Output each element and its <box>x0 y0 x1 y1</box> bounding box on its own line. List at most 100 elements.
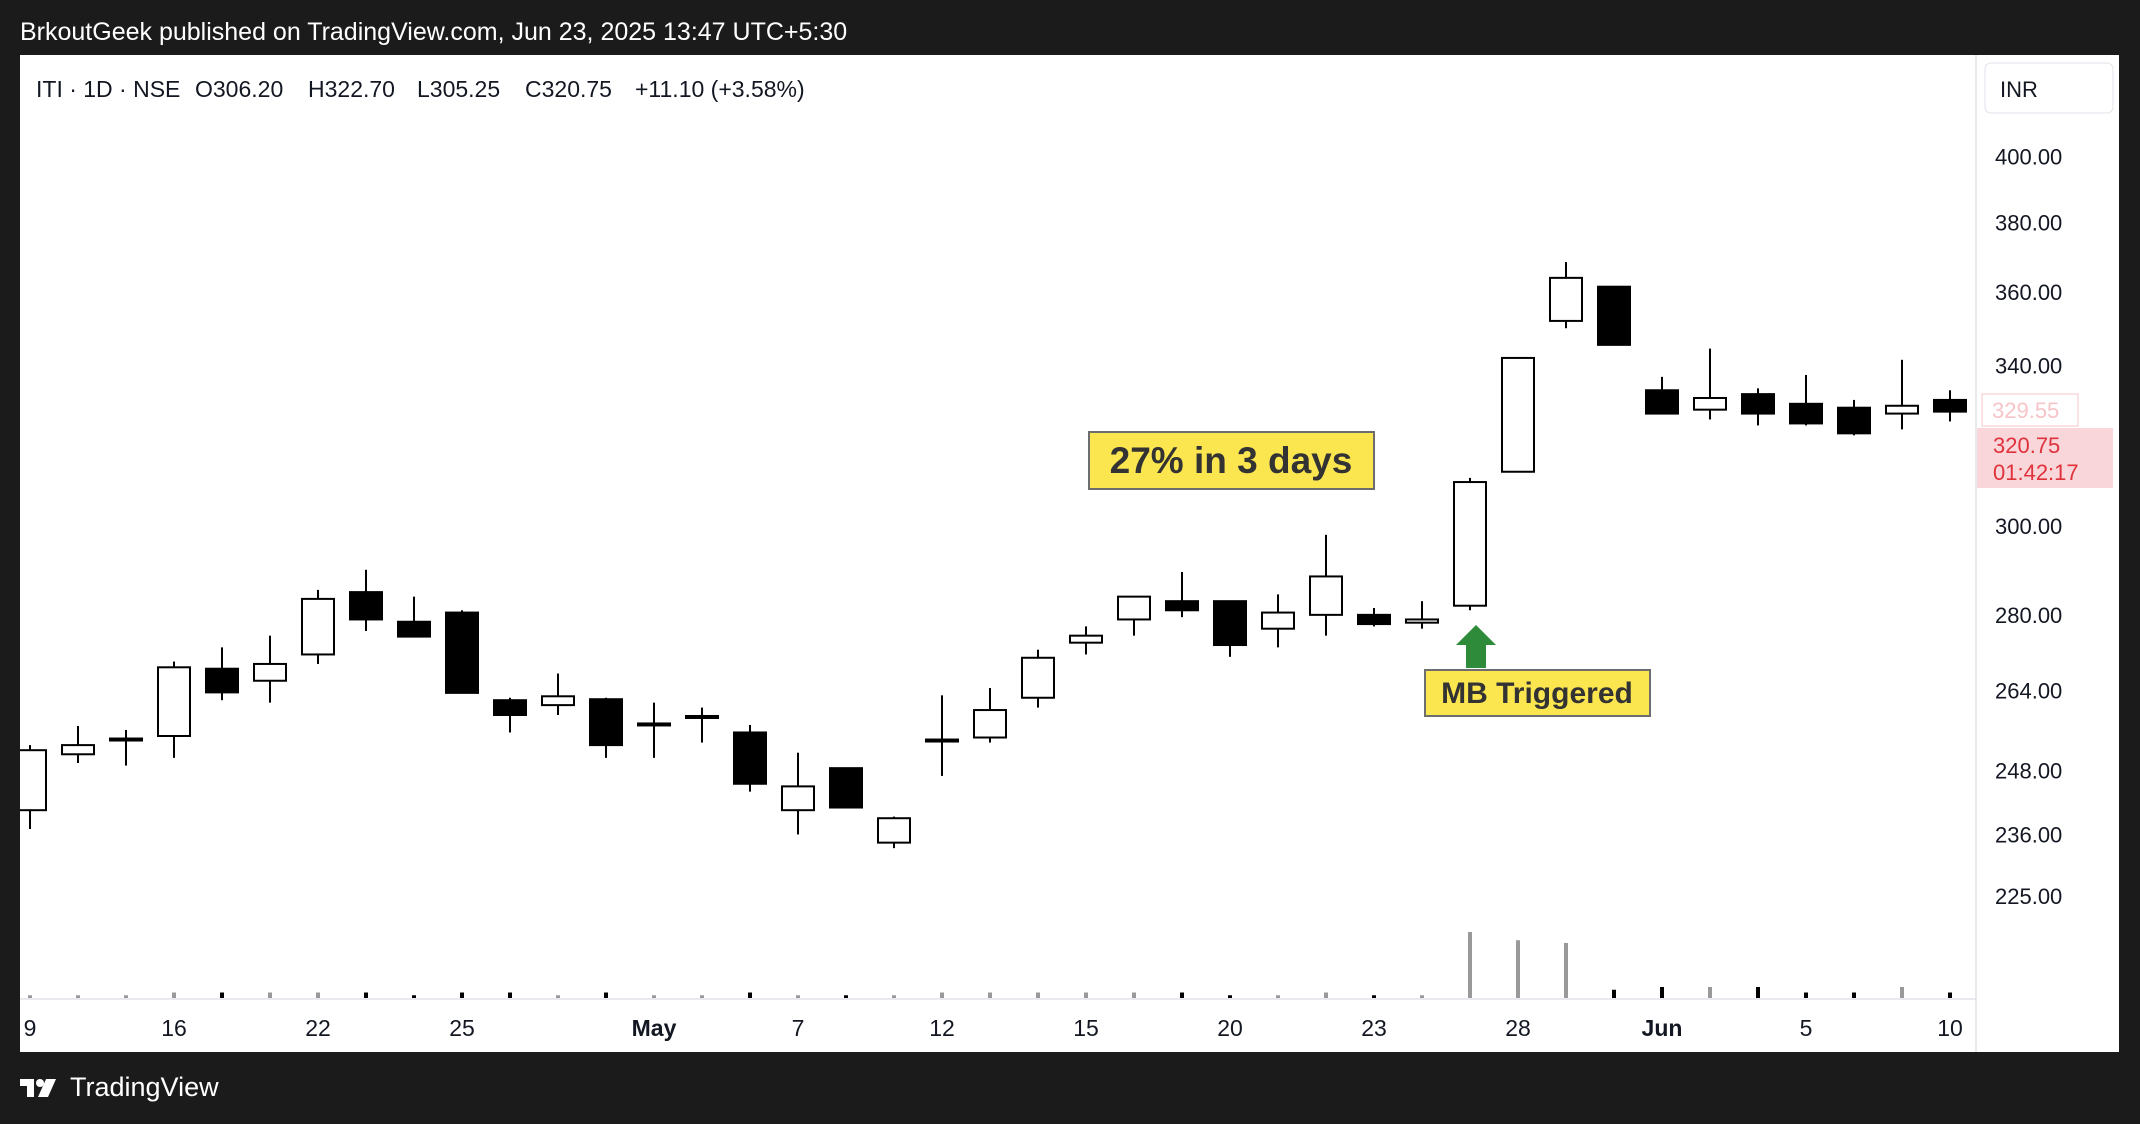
candle[interactable] <box>253 635 287 703</box>
volume-bar <box>1708 987 1712 998</box>
candle-body <box>13 749 47 812</box>
candle[interactable] <box>1837 399 1871 436</box>
legend-symbol: ITI · 1D · NSE <box>36 76 180 102</box>
volume-bar <box>1948 992 1952 998</box>
candle[interactable] <box>61 725 95 763</box>
legend-close: C320.75 <box>525 76 612 102</box>
candle-body <box>493 699 527 716</box>
candle[interactable] <box>1357 607 1391 627</box>
volume-bar <box>1804 992 1808 998</box>
candle-body <box>1213 600 1247 647</box>
candle[interactable] <box>1597 285 1631 346</box>
time-tick-label: 7 <box>792 1015 805 1041</box>
candle[interactable] <box>733 724 767 792</box>
legend-change: +11.10 (+3.58%) <box>635 76 805 102</box>
candle[interactable] <box>397 596 431 638</box>
candle[interactable] <box>1405 601 1439 629</box>
publisher-header: BrkoutGeek published on TradingView.com,… <box>20 18 848 46</box>
time-tick-label: 16 <box>161 1015 187 1041</box>
candle[interactable] <box>445 610 479 694</box>
volume-bar <box>268 992 272 998</box>
candle-body <box>685 714 719 719</box>
candle[interactable] <box>1453 477 1487 611</box>
time-tick-label: 15 <box>1073 1015 1099 1041</box>
candle[interactable] <box>1309 534 1343 636</box>
candle[interactable] <box>1789 374 1823 426</box>
currency-selector[interactable] <box>1984 62 2114 114</box>
price-tick-label: 400.00 <box>1995 145 2062 170</box>
candle[interactable] <box>925 695 959 776</box>
candle[interactable] <box>781 752 815 835</box>
last-price-badge <box>1977 428 2113 488</box>
candle[interactable] <box>1213 600 1247 657</box>
legend-low: L305.25 <box>417 76 500 102</box>
price-tick-label: 380.00 <box>1995 211 2062 236</box>
candle[interactable] <box>829 767 863 809</box>
candle-body <box>1597 285 1631 346</box>
candle[interactable] <box>493 697 527 733</box>
candle[interactable] <box>13 745 47 830</box>
volume-bar <box>1276 995 1280 998</box>
candle[interactable] <box>1261 594 1295 648</box>
candle-body <box>109 737 143 742</box>
candle[interactable] <box>157 661 191 758</box>
candle-body <box>253 662 287 682</box>
candle[interactable] <box>877 816 911 849</box>
candle[interactable] <box>973 688 1007 743</box>
volume-bar <box>1036 992 1040 998</box>
time-tick-label: 10 <box>1937 1015 1963 1041</box>
volume-bar <box>1900 987 1904 998</box>
candle[interactable] <box>685 707 719 743</box>
candle[interactable] <box>1117 595 1151 636</box>
volume-bar <box>1324 992 1328 998</box>
candle-body <box>1837 406 1871 435</box>
candle-body <box>205 667 239 694</box>
prev-price-label: 329.55 <box>1992 398 2059 423</box>
prev-price-badge <box>1981 393 2079 427</box>
volume-bar <box>1132 992 1136 998</box>
volume-bar <box>412 995 416 998</box>
volume-bar <box>124 995 128 998</box>
candle[interactable] <box>541 673 575 715</box>
candle-body <box>1789 402 1823 425</box>
candle-body <box>1741 393 1775 415</box>
candle[interactable] <box>1693 348 1727 420</box>
candle[interactable] <box>589 697 623 758</box>
candle[interactable] <box>349 569 383 632</box>
tradingview-logo-icon <box>20 1078 56 1097</box>
candle[interactable] <box>1165 572 1199 618</box>
candle[interactable] <box>205 647 239 701</box>
volume-bar <box>940 992 944 998</box>
gain-annotation-box[interactable] <box>1088 431 1375 490</box>
candle-body <box>1549 276 1583 322</box>
volume-bar <box>76 995 80 998</box>
up-arrow-icon[interactable] <box>1456 625 1496 668</box>
candle-body <box>1453 481 1487 607</box>
candle-body <box>781 785 815 812</box>
volume-bar <box>1660 987 1664 998</box>
tradingview-brand[interactable]: TradingView <box>20 1072 219 1103</box>
candle-body <box>349 591 383 621</box>
time-tick-label: 5 <box>1800 1015 1813 1041</box>
volume-bar <box>652 995 656 998</box>
candle[interactable] <box>1645 376 1679 415</box>
time-tick-label: 20 <box>1217 1015 1243 1041</box>
volume-bar <box>460 992 464 998</box>
candle[interactable] <box>1933 390 1967 422</box>
time-tick-label: 25 <box>449 1015 475 1041</box>
candlestick-chart[interactable]: ITI · 1D · NSE O306.20 H322.70 L305.25 C… <box>13 55 2119 1052</box>
candle-body <box>61 744 95 756</box>
candle[interactable] <box>1741 388 1775 426</box>
candle[interactable] <box>637 702 671 758</box>
candle[interactable] <box>1501 356 1535 473</box>
candle[interactable] <box>1549 262 1583 329</box>
chart-panel[interactable]: ITI · 1D · NSE O306.20 H322.70 L305.25 C… <box>13 55 2119 1052</box>
candle[interactable] <box>109 729 143 766</box>
signal-annotation-box[interactable] <box>1424 669 1651 717</box>
candle[interactable] <box>1885 359 1919 430</box>
candle[interactable] <box>1069 626 1103 655</box>
candle-body <box>1117 595 1151 621</box>
candle[interactable] <box>1021 649 1055 708</box>
candle[interactable] <box>301 589 335 664</box>
candle-body <box>829 767 863 809</box>
